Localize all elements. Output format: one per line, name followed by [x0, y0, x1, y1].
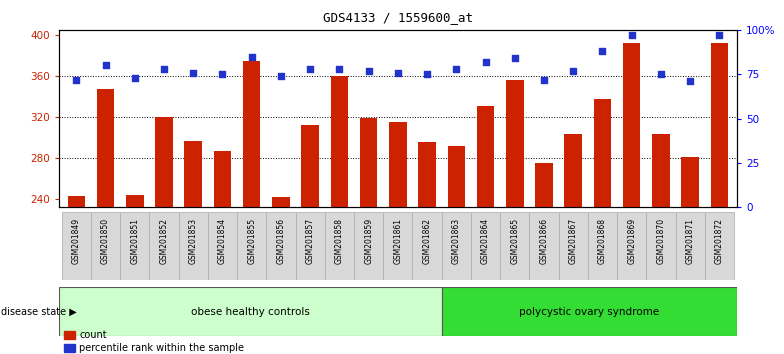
Bar [184, 141, 202, 354]
Text: GDS4133 / 1559600_at: GDS4133 / 1559600_at [323, 11, 473, 24]
Bar [529, 212, 559, 280]
Text: GSM201867: GSM201867 [568, 218, 578, 264]
Bar [120, 212, 150, 280]
Text: GSM201853: GSM201853 [189, 218, 198, 264]
Bar [383, 212, 412, 280]
Text: GSM201872: GSM201872 [715, 218, 724, 264]
Bar [477, 106, 495, 354]
Point [684, 79, 696, 84]
Bar [676, 212, 705, 280]
Bar [267, 212, 296, 280]
Bar [506, 80, 524, 354]
Point [274, 73, 287, 79]
Text: GSM201862: GSM201862 [423, 218, 432, 264]
Text: GSM201852: GSM201852 [159, 218, 169, 264]
Point [362, 68, 375, 74]
Bar [617, 212, 646, 280]
Point [450, 66, 463, 72]
Text: GSM201869: GSM201869 [627, 218, 637, 264]
Text: GSM201861: GSM201861 [394, 218, 402, 264]
Point [596, 48, 608, 54]
Bar [331, 76, 348, 354]
Point [245, 54, 258, 59]
Bar [705, 212, 734, 280]
Legend: count, percentile rank within the sample: count, percentile rank within the sample [64, 330, 245, 353]
Bar [272, 197, 290, 354]
Point [391, 70, 404, 75]
Bar [91, 212, 120, 280]
Bar [59, 287, 442, 336]
Bar [237, 212, 267, 280]
Text: GSM201859: GSM201859 [364, 218, 373, 264]
Bar [179, 212, 208, 280]
Text: GSM201851: GSM201851 [130, 218, 140, 264]
Text: GSM201850: GSM201850 [101, 218, 110, 264]
Bar [296, 212, 325, 280]
Bar [419, 142, 436, 354]
Point [129, 75, 141, 81]
Bar [389, 122, 407, 354]
Text: polycystic ovary syndrome: polycystic ovary syndrome [520, 307, 659, 316]
Text: disease state ▶: disease state ▶ [1, 307, 77, 316]
Bar [535, 163, 553, 354]
Text: GSM201871: GSM201871 [686, 218, 695, 264]
Point [304, 66, 317, 72]
Text: GSM201866: GSM201866 [539, 218, 549, 264]
Bar [471, 212, 500, 280]
Bar [559, 212, 588, 280]
Bar [150, 212, 179, 280]
Bar [652, 135, 670, 354]
Point [538, 77, 550, 82]
Bar [354, 212, 383, 280]
Text: GSM201854: GSM201854 [218, 218, 227, 264]
Bar [710, 44, 728, 354]
Bar [588, 212, 617, 280]
Bar [646, 212, 676, 280]
Text: obese healthy controls: obese healthy controls [191, 307, 310, 316]
Bar [243, 61, 260, 354]
Point [655, 72, 667, 77]
Point [333, 66, 346, 72]
Bar [126, 195, 143, 354]
Point [567, 68, 579, 74]
Point [626, 33, 638, 38]
Point [187, 70, 200, 75]
Point [479, 59, 492, 65]
Text: GSM201856: GSM201856 [277, 218, 285, 264]
Bar [325, 212, 354, 280]
Text: GSM201865: GSM201865 [510, 218, 519, 264]
Bar [442, 287, 737, 336]
Bar [681, 157, 699, 354]
Bar [412, 212, 441, 280]
Bar [301, 125, 319, 354]
Text: GSM201857: GSM201857 [306, 218, 314, 264]
Bar [208, 212, 237, 280]
Point [509, 56, 521, 61]
Bar [448, 146, 465, 354]
Text: GSM201858: GSM201858 [335, 218, 344, 264]
Point [100, 63, 112, 68]
Text: GSM201868: GSM201868 [598, 218, 607, 264]
Point [158, 66, 170, 72]
Bar [67, 196, 85, 354]
Bar [360, 118, 377, 354]
Text: GSM201864: GSM201864 [481, 218, 490, 264]
Bar [214, 151, 231, 354]
Point [216, 72, 229, 77]
Bar [62, 212, 91, 280]
Point [713, 33, 726, 38]
Text: GSM201870: GSM201870 [656, 218, 666, 264]
Point [70, 77, 82, 82]
Text: GSM201863: GSM201863 [452, 218, 461, 264]
Bar [96, 90, 114, 354]
Bar [623, 44, 641, 354]
Bar [564, 135, 582, 354]
Bar [155, 117, 172, 354]
Point [421, 72, 434, 77]
Bar [500, 212, 529, 280]
Text: GSM201849: GSM201849 [72, 218, 81, 264]
Bar [441, 212, 471, 280]
Bar [593, 99, 612, 354]
Text: GSM201855: GSM201855 [247, 218, 256, 264]
